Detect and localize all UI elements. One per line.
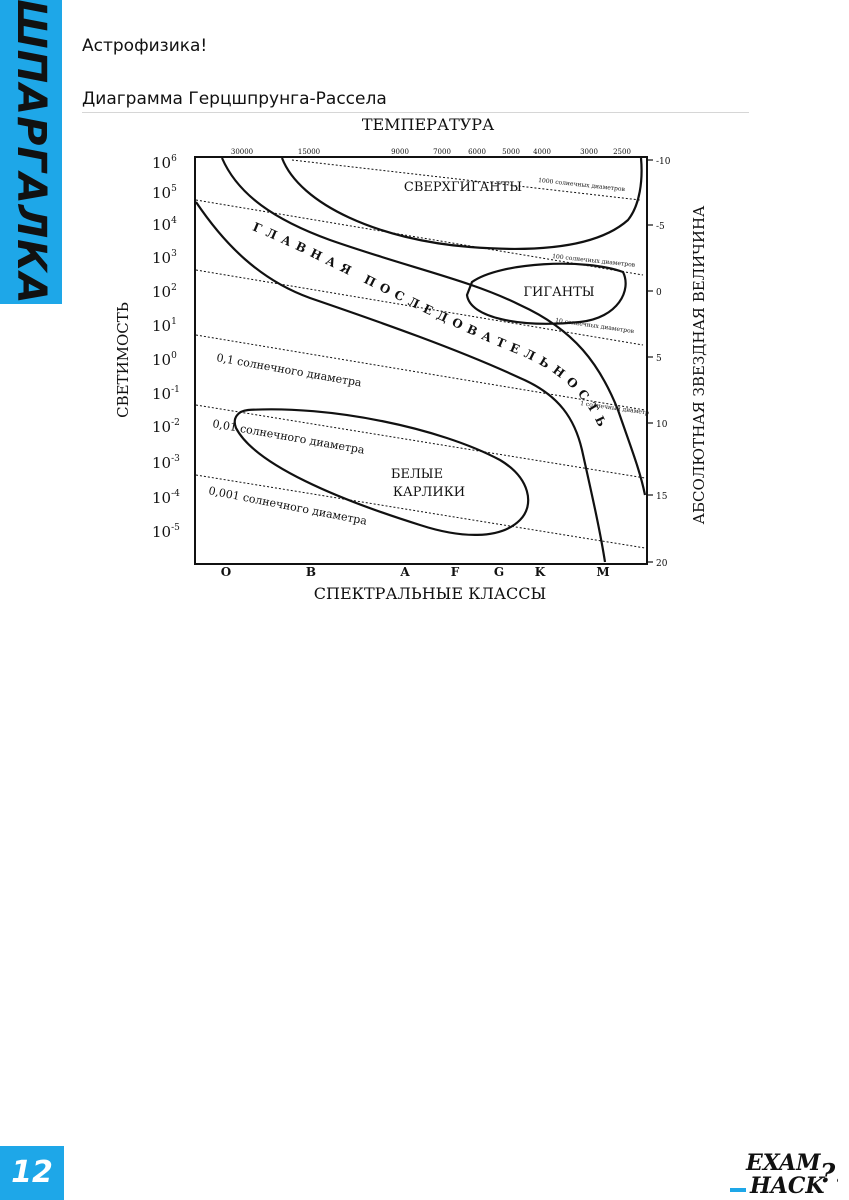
- temperature-tick: 15000: [298, 148, 320, 156]
- logo-mark: ?!: [820, 1159, 838, 1189]
- spectral-class: B: [306, 565, 316, 579]
- diameter-label-0001: 0,001 солнечного диаметра: [207, 484, 368, 528]
- luminosity-tick: 100: [152, 351, 177, 369]
- temperature-tick: 6000: [468, 148, 486, 156]
- logo-line2: HACK: [749, 1173, 825, 1196]
- temperature-tick: 3000: [580, 148, 598, 156]
- subject-heading: Астрофизика!: [82, 36, 208, 56]
- logo-line1: EXAM: [745, 1150, 821, 1176]
- luminosity-tick: 102: [152, 283, 177, 301]
- hr-diagram: ТЕМПЕРАТУРА СПЕКТРАЛЬНЫЕ КЛАССЫ СВЕТИМОС…: [114, 115, 708, 603]
- luminosity-tick: 10-4: [152, 489, 180, 507]
- diameter-lines: [195, 159, 646, 549]
- temperature-tick: 9000: [391, 148, 409, 156]
- luminosity-tick: 105: [152, 184, 177, 202]
- luminosity-tick: 10-2: [152, 418, 180, 436]
- left-axis-title: СВЕТИМОСТЬ: [114, 302, 132, 418]
- white-dwarfs-region: [233, 408, 530, 536]
- magnitude-tick: -10: [656, 157, 671, 167]
- temperature-ticks: 30000 15000 9000 7000 6000 5000 4000 300…: [231, 148, 631, 156]
- giants-label: ГИГАНТЫ: [523, 285, 594, 300]
- plot-frame: [194, 156, 648, 565]
- diameter-line-10: [195, 269, 644, 346]
- top-axis-title: ТЕМПЕРАТУРА: [362, 115, 494, 134]
- white-dwarfs-label-line1: БЕЛЫЕ: [391, 467, 443, 482]
- luminosity-tick: 10-5: [152, 523, 180, 541]
- supergiants-region: [280, 157, 643, 250]
- examhack-logo: EXAM HACK ?!: [730, 1150, 838, 1196]
- supergiants-label: СВЕРХГИГАНТЫ: [404, 180, 522, 195]
- logo-underscore: [730, 1188, 746, 1192]
- luminosity-tick: 10-3: [152, 454, 180, 472]
- main-sequence-upper: [220, 157, 647, 496]
- spectral-class: F: [451, 565, 460, 579]
- giants-region: [465, 262, 627, 325]
- temperature-tick: 2500: [613, 148, 631, 156]
- temperature-tick: 4000: [533, 148, 551, 156]
- spectral-class: G: [494, 565, 504, 579]
- temperature-tick: 7000: [433, 148, 451, 156]
- magnitude-tick: -5: [656, 222, 665, 232]
- luminosity-tick: 104: [152, 216, 177, 234]
- luminosity-tick: 10-1: [152, 385, 180, 403]
- sidebar-label: ШПАРГАЛКА: [8, 0, 54, 305]
- spectral-class: K: [535, 565, 546, 579]
- spectral-class: M: [596, 565, 609, 579]
- spectral-class: O: [221, 565, 231, 579]
- title-divider: [82, 112, 749, 113]
- luminosity-ticks: 106 105 104 103 102 101 100 10-1 10-2 10…: [152, 154, 180, 541]
- main-sequence-lower: [195, 201, 607, 563]
- temperature-tick: 5000: [502, 148, 520, 156]
- magnitude-tick: 0: [656, 288, 662, 298]
- magnitude-tick: 15: [656, 492, 668, 502]
- diameter-label-01: 0,1 солнечного диаметра: [215, 351, 363, 389]
- spectral-classes: O B A F G K M: [221, 565, 610, 579]
- right-axis-title: АБСОЛЮТНАЯ ЗВЕЗДНАЯ ВЕЛИЧИНА: [690, 205, 708, 524]
- diameter-line-100: [195, 199, 644, 276]
- magnitude-ticks: -10 -5 0 5 10 15 20: [647, 157, 671, 569]
- page-title: Диаграмма Герцшпрунга-Рассела: [82, 89, 387, 109]
- temperature-tick: 30000: [231, 148, 253, 156]
- page-number: 12: [11, 1155, 53, 1190]
- bottom-axis-title: СПЕКТРАЛЬНЫЕ КЛАССЫ: [314, 584, 546, 603]
- diameter-label-1000: 1000 солнечных диаметров: [538, 177, 626, 193]
- page-number-badge: 12: [0, 1146, 64, 1200]
- luminosity-tick: 103: [152, 249, 177, 267]
- spectral-class: A: [399, 565, 410, 579]
- magnitude-tick: 20: [656, 559, 668, 569]
- magnitude-tick: 10: [656, 420, 668, 430]
- white-dwarfs-label-line2: КАРЛИКИ: [393, 485, 465, 500]
- magnitude-tick: 5: [656, 354, 662, 364]
- sidebar-tab: ШПАРГАЛКА: [0, 0, 62, 305]
- luminosity-tick: 101: [152, 317, 177, 335]
- luminosity-tick: 106: [152, 154, 177, 172]
